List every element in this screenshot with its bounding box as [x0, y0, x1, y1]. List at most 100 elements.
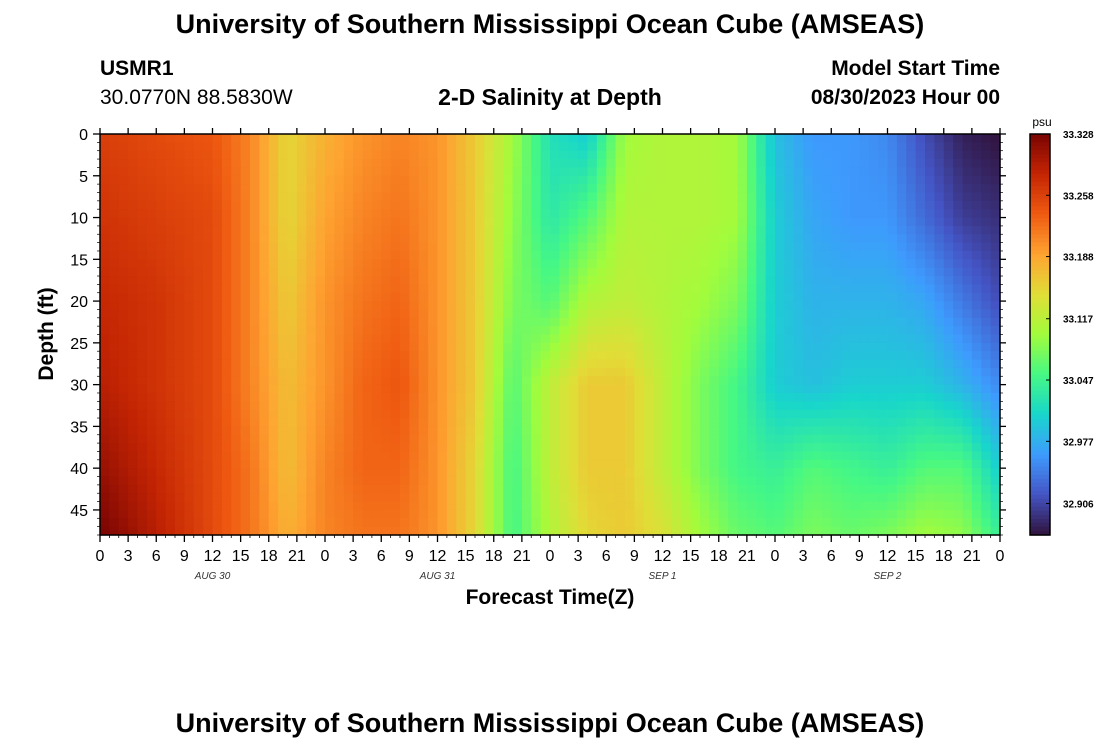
heatmap-cell: [137, 142, 148, 152]
heatmap-cell: [212, 342, 223, 352]
heatmap-cell: [165, 292, 176, 302]
heatmap-cell: [821, 376, 832, 386]
heatmap-cell: [175, 217, 185, 227]
heatmap-cell: [203, 192, 214, 202]
heatmap-cell: [100, 159, 110, 169]
heatmap-cell: [671, 509, 682, 519]
heatmap-cell: [868, 301, 879, 311]
heatmap-cell: [315, 267, 326, 277]
heatmap-cell: [878, 267, 889, 277]
heatmap-cell: [484, 401, 495, 411]
heatmap-cell: [268, 334, 279, 344]
heatmap-cell: [596, 309, 607, 319]
heatmap-cell: [503, 359, 514, 369]
heatmap-cell: [400, 501, 410, 511]
heatmap-cell: [259, 359, 270, 369]
heatmap-cell: [887, 276, 898, 285]
heatmap-cell: [878, 225, 889, 235]
heatmap-cell: [315, 434, 326, 444]
heatmap-cell: [934, 209, 945, 219]
heatmap-cell: [306, 384, 317, 394]
heatmap-cell: [625, 292, 635, 302]
heatmap-cell: [906, 209, 917, 219]
heatmap-cell: [718, 134, 729, 143]
heatmap-cell: [409, 443, 420, 453]
heatmap-cell: [971, 501, 982, 511]
heatmap-cell: [878, 317, 889, 327]
heatmap-cell: [943, 509, 954, 519]
heatmap-cell: [353, 276, 364, 285]
heatmap-cell: [587, 309, 598, 319]
heatmap-cell: [118, 443, 129, 453]
heatmap-cell: [868, 384, 879, 394]
heatmap-cell: [840, 367, 851, 377]
heatmap-cell: [981, 284, 992, 294]
heatmap-cell: [381, 468, 392, 478]
heatmap-cell: [343, 501, 354, 511]
heatmap-cell: [653, 401, 664, 411]
heatmap-cell: [315, 418, 326, 427]
heatmap-cell: [878, 250, 889, 260]
heatmap-cell: [250, 234, 260, 244]
heatmap-cell: [953, 484, 964, 494]
heatmap-cell: [643, 309, 654, 319]
heatmap-cell: [737, 359, 748, 369]
heatmap-cell: [812, 484, 823, 494]
heatmap-cell: [418, 484, 429, 494]
heatmap-cell: [746, 359, 757, 369]
heatmap-cell: [737, 217, 748, 227]
heatmap-cell: [456, 418, 467, 427]
heatmap-cell: [681, 351, 692, 361]
heatmap-cell: [203, 376, 214, 386]
heatmap-cell: [756, 376, 767, 386]
heatmap-cell: [484, 192, 495, 202]
heatmap-cell: [512, 418, 523, 427]
heatmap-cell: [775, 142, 785, 152]
heatmap-cell: [306, 242, 317, 252]
heatmap-cell: [118, 284, 129, 294]
heatmap-cell: [521, 526, 532, 536]
x-tick-label: 12: [204, 548, 222, 565]
heatmap-cell: [240, 476, 251, 486]
heatmap-cell: [343, 476, 354, 486]
heatmap-cell: [700, 150, 710, 160]
heatmap-cell: [765, 292, 776, 302]
heatmap-cell: [868, 259, 879, 269]
heatmap-cell: [850, 276, 860, 285]
heatmap-cell: [400, 326, 410, 336]
heatmap-cell: [146, 493, 157, 503]
heatmap-cell: [343, 451, 354, 461]
heatmap-cell: [100, 200, 110, 210]
heatmap-cell: [971, 134, 982, 143]
heatmap-cell: [390, 134, 401, 143]
heatmap-cell: [259, 459, 270, 469]
heatmap-cell: [868, 518, 879, 528]
heatmap-cell: [990, 376, 1001, 386]
heatmap-cell: [718, 276, 729, 285]
heatmap-cell: [231, 317, 242, 327]
heatmap-cell: [850, 184, 860, 194]
heatmap-cell: [484, 418, 495, 427]
heatmap-cell: [653, 418, 664, 427]
heatmap-cell: [390, 484, 401, 494]
heatmap-cell: [278, 326, 289, 336]
heatmap-cell: [578, 192, 589, 202]
heatmap-cell: [240, 250, 251, 260]
heatmap-cell: [896, 392, 907, 402]
heatmap-cell: [334, 476, 345, 486]
heatmap-cell: [737, 234, 748, 244]
heatmap-cell: [278, 493, 289, 503]
heatmap-cell: [887, 367, 898, 377]
heatmap-cell: [203, 484, 214, 494]
heatmap-cell: [953, 409, 964, 419]
heatmap-cell: [250, 409, 260, 419]
heatmap-cell: [700, 225, 710, 235]
colorbar-segment: [1030, 158, 1050, 163]
heatmap-cell: [390, 242, 401, 252]
heatmap-cell: [428, 468, 439, 478]
heatmap-cell: [343, 317, 354, 327]
heatmap-cell: [812, 418, 823, 427]
heatmap-cell: [325, 209, 335, 219]
heatmap-cell: [840, 518, 851, 528]
heatmap-cell: [831, 259, 842, 269]
